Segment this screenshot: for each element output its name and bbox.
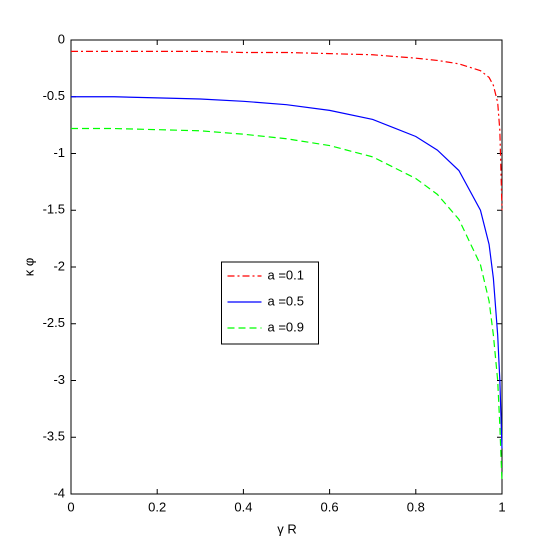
line bbox=[71, 96, 503, 449]
y-tick-label: -3.5 bbox=[43, 429, 65, 444]
x-tick-label: 0 bbox=[67, 499, 74, 514]
legend-label: a =0.5 bbox=[268, 293, 305, 308]
line bbox=[71, 127, 503, 483]
y-tick-label: -3 bbox=[53, 372, 65, 387]
x-tick-label: 0.2 bbox=[148, 499, 166, 514]
line bbox=[71, 50, 503, 211]
y-axis-label: κ φ bbox=[21, 258, 36, 277]
x-tick-label: 0.6 bbox=[321, 499, 339, 514]
x-tick-label: 0.8 bbox=[407, 499, 425, 514]
legend-label: a =0.9 bbox=[268, 319, 305, 334]
y-tick-label: -2 bbox=[53, 258, 65, 273]
y-tick-label: -0.5 bbox=[43, 88, 65, 103]
x-axis-label: γ R bbox=[277, 521, 297, 536]
y-tick-label: -4 bbox=[53, 485, 65, 500]
x-tick-label: 1 bbox=[498, 499, 505, 514]
legend-label: a =0.1 bbox=[268, 267, 305, 282]
y-tick-label: -1 bbox=[53, 145, 65, 160]
y-tick-label: -1.5 bbox=[43, 202, 65, 217]
y-tick-label: 0 bbox=[58, 31, 65, 46]
y-tick-label: -2.5 bbox=[43, 315, 65, 330]
x-tick-label: 0.4 bbox=[234, 499, 252, 514]
